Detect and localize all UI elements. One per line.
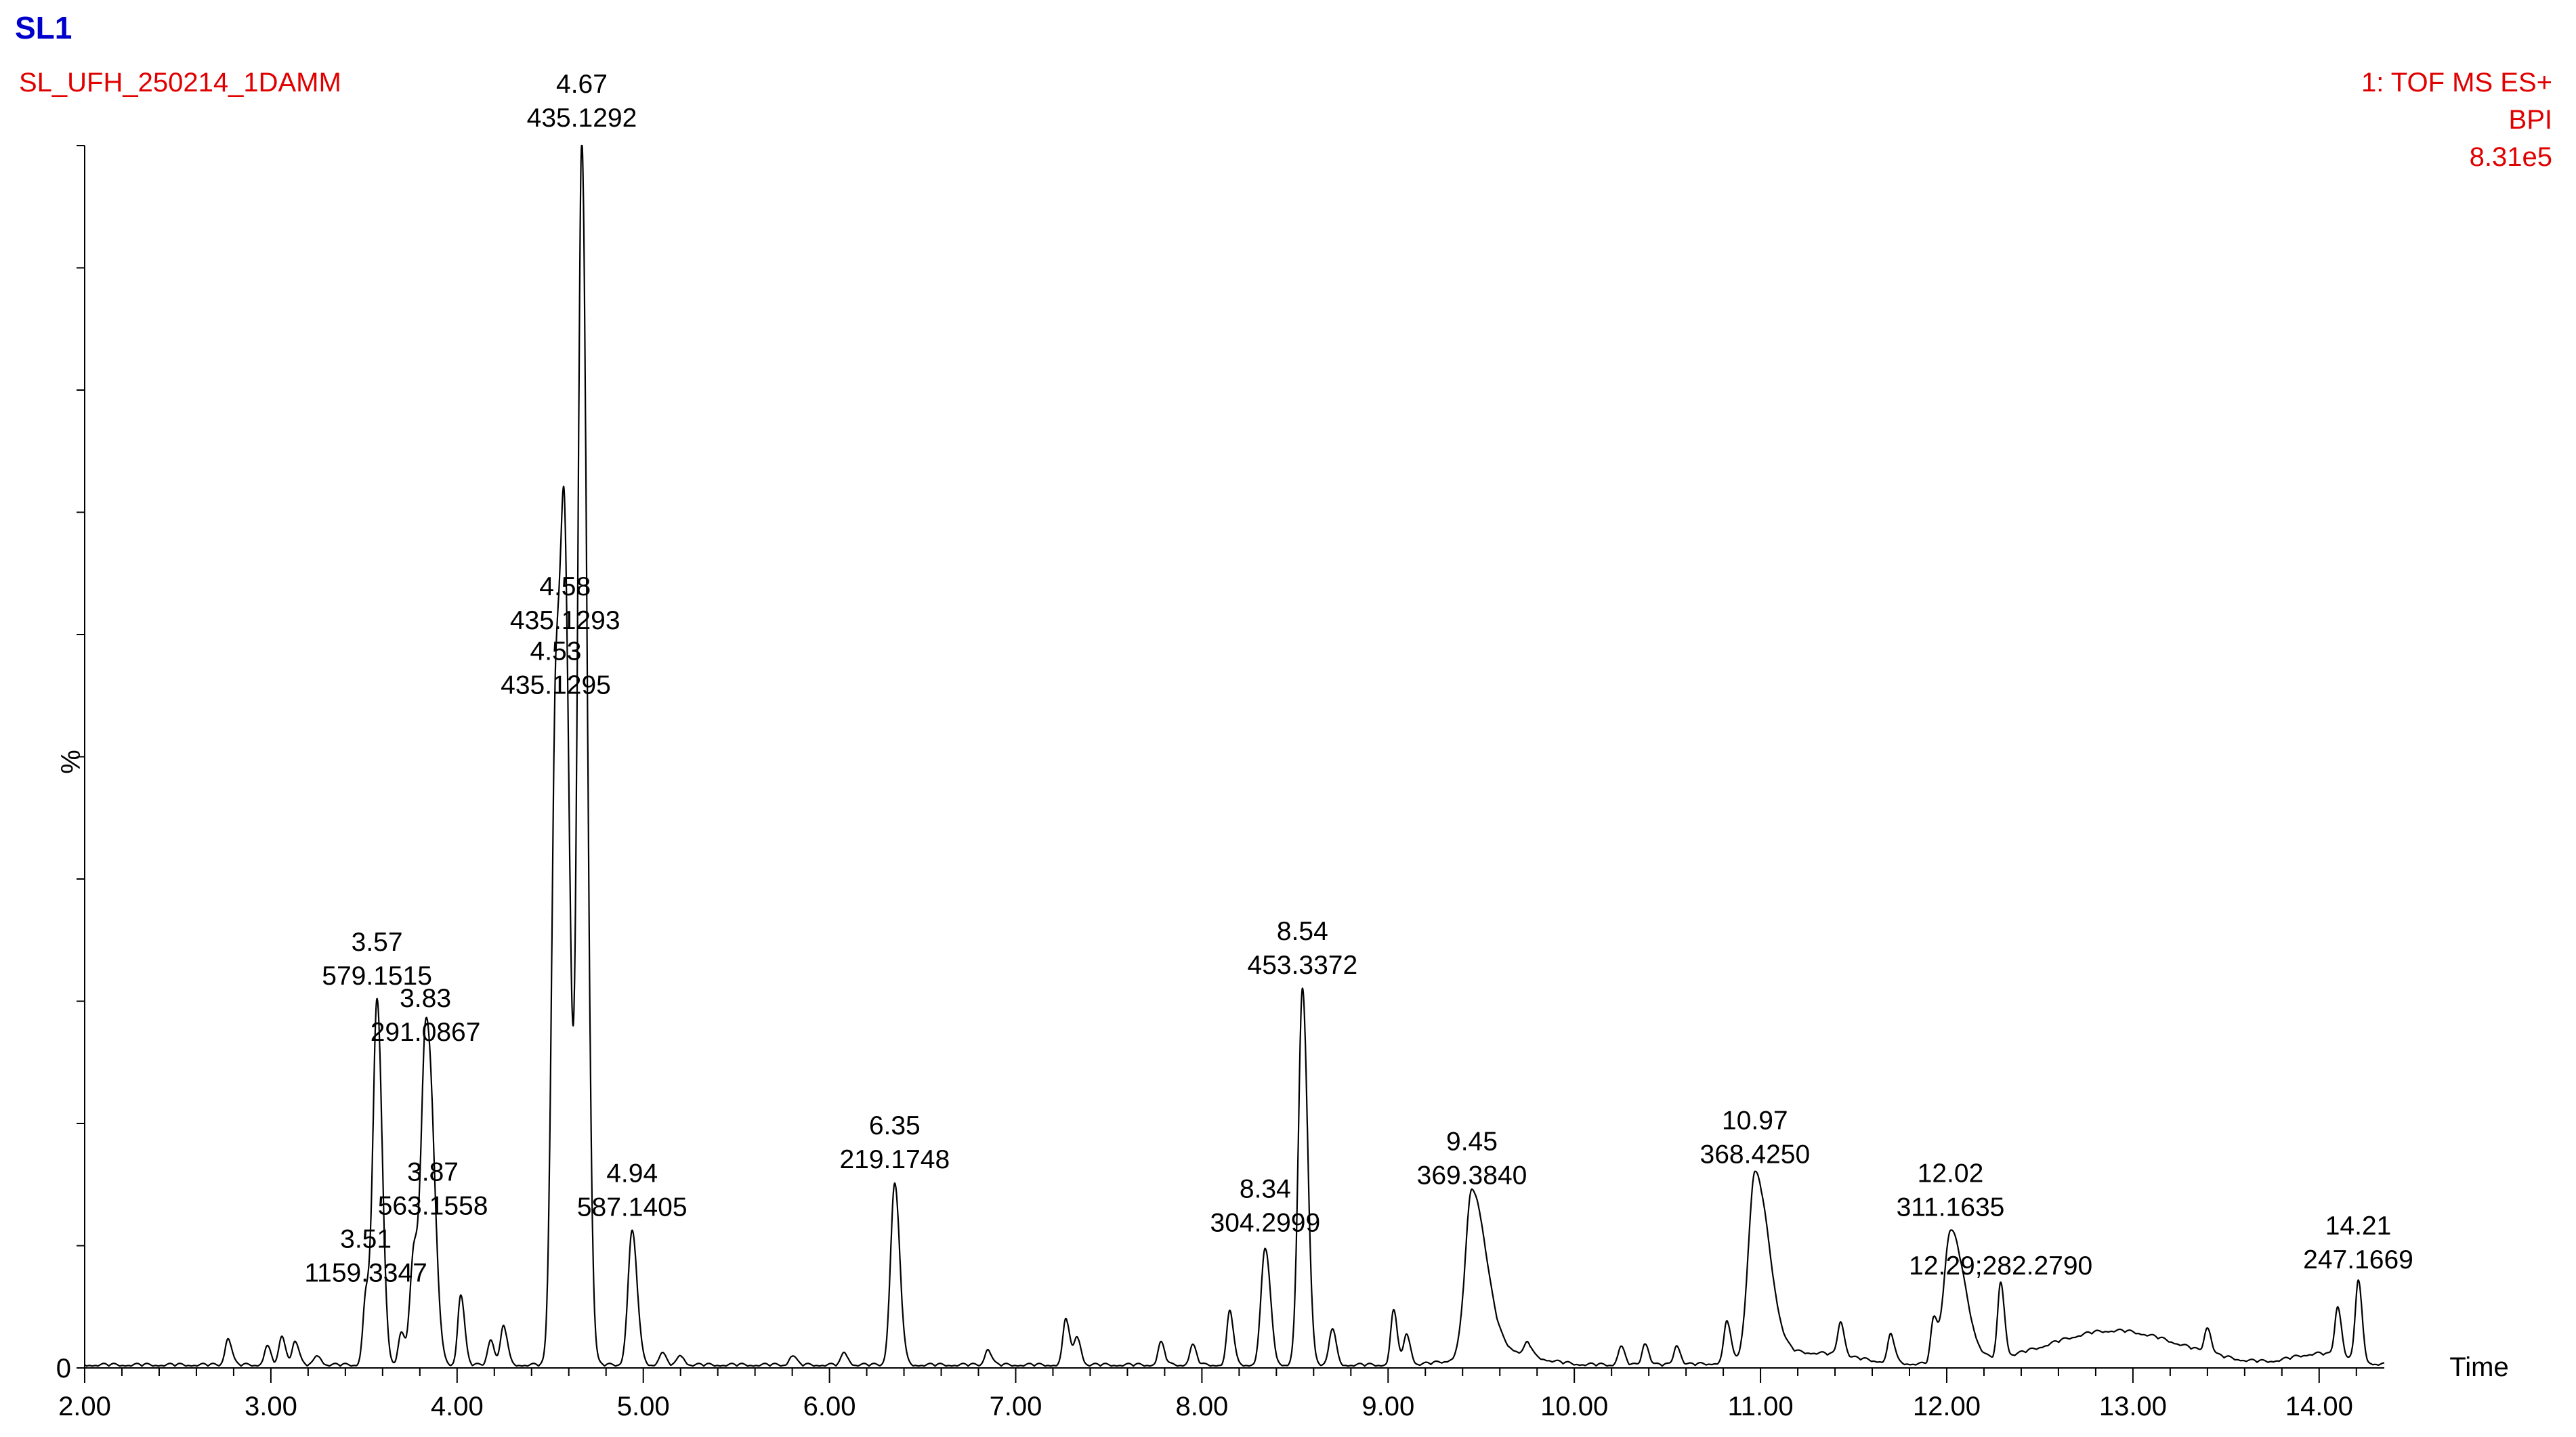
x-tick-label: 11.00 [1728, 1392, 1794, 1421]
peak-retention-time: 8.34 [1240, 1175, 1291, 1204]
peak-retention-time: 3.57 [352, 928, 403, 957]
bpi-trace-line [84, 144, 2385, 1367]
x-tick-label: 10.00 [1540, 1392, 1608, 1421]
peak-retention-time: 4.94 [606, 1159, 658, 1188]
peak-mass: 369.3840 [1417, 1161, 1527, 1190]
peak-mass: 311.1635 [1897, 1193, 2005, 1222]
sample-name: SL1 [15, 10, 72, 45]
peak-retention-time: 4.58 [539, 572, 591, 601]
x-tick-label: 3.00 [245, 1392, 297, 1421]
peak-annotation: 4.94 587.1405 [577, 1159, 688, 1222]
y-tick-label: 0 [56, 1354, 71, 1384]
peak-retention-time: 8.54 [1277, 917, 1328, 946]
peak-annotation: 4.67 435.1292 [527, 70, 637, 133]
peak-retention-time: 12.29;282.2790 [1909, 1251, 2092, 1281]
peak-mass: 563.1558 [378, 1191, 488, 1220]
peak-annotation: 8.54 453.3372 [1248, 917, 1358, 980]
peak-annotation: 12.29;282.2790 [1909, 1251, 2092, 1281]
peak-mass: 587.1405 [577, 1193, 688, 1222]
peak-annotation: 8.34 304.2999 [1210, 1175, 1321, 1238]
peak-retention-time: 4.67 [556, 70, 608, 99]
peak-retention-time: 6.35 [869, 1111, 921, 1140]
trace-type-label: BPI [2508, 105, 2552, 135]
peak-annotation: 4.58 435.1293 [510, 572, 620, 635]
peak-annotation: 4.53 435.1295 [501, 637, 611, 700]
peak-retention-time: 3.87 [407, 1157, 459, 1186]
scan-function-label: 1: TOF MS ES+ [2361, 68, 2552, 98]
peak-mass: 435.1292 [527, 104, 637, 133]
x-tick-label: 2.00 [58, 1392, 111, 1421]
x-tick-label: 12.00 [1913, 1392, 1981, 1421]
y-axis-label: % [56, 750, 86, 774]
peak-mass: 219.1748 [839, 1145, 950, 1174]
file-name: SL_UFH_250214_1DAMM [19, 68, 341, 98]
peak-retention-time: 3.83 [400, 984, 451, 1013]
peak-annotation: 6.35 219.1748 [839, 1111, 950, 1174]
peak-mass: 435.1295 [501, 671, 611, 700]
peak-mass: 435.1293 [510, 606, 620, 635]
peak-mass: 368.4250 [1700, 1140, 1811, 1170]
peak-retention-time: 9.45 [1446, 1127, 1498, 1156]
trace-layer [84, 144, 2385, 1367]
peak-annotation: 3.57 579.1515 [322, 928, 432, 991]
x-tick-label: 14.00 [2285, 1392, 2353, 1421]
peak-annotation: 3.87 563.1558 [378, 1157, 488, 1220]
peak-retention-time: 14.21 [2325, 1211, 2392, 1241]
peak-labels-layer: 3.511159.33473.57579.15153.83291.08673.8… [304, 70, 2413, 1288]
peak-mass: 579.1515 [322, 962, 432, 991]
peak-annotation: 10.97 368.4250 [1700, 1107, 1811, 1170]
peak-mass: 304.2999 [1210, 1209, 1321, 1238]
peak-retention-time: 4.53 [530, 637, 582, 666]
peak-mass: 453.3372 [1248, 951, 1358, 980]
x-tick-label: 4.00 [431, 1392, 484, 1421]
peak-mass: 247.1669 [2303, 1245, 2413, 1274]
peak-annotation: 9.45 369.3840 [1417, 1127, 1527, 1190]
x-tick-label: 7.00 [990, 1392, 1042, 1421]
peak-annotation: 12.02 311.1635 [1897, 1159, 2005, 1222]
x-tick-label: 5.00 [617, 1392, 670, 1421]
x-axis-label: Time [2449, 1352, 2508, 1382]
peak-annotation: 14.21 247.1669 [2303, 1211, 2413, 1274]
peak-retention-time: 10.97 [1722, 1107, 1788, 1136]
peak-annotation: 3.83 291.0867 [371, 984, 481, 1047]
peak-annotation: 3.51 1159.3347 [304, 1225, 427, 1288]
peak-mass: 291.0867 [371, 1018, 481, 1047]
x-tick-label: 6.00 [803, 1392, 856, 1421]
x-tick-label: 9.00 [1361, 1392, 1414, 1421]
peak-retention-time: 3.51 [340, 1225, 392, 1254]
max-intensity-label: 8.31e5 [2469, 142, 2552, 172]
peak-retention-time: 12.02 [1918, 1159, 1984, 1188]
x-tick-label: 8.00 [1175, 1392, 1228, 1421]
chart-axes: 0% 2.00 3.00 4.00 5.00 6.00 7.00 8.00 9.00 10.00 1… [56, 145, 2509, 1421]
peak-mass: 1159.3347 [304, 1259, 427, 1288]
x-tick-label: 13.00 [2099, 1392, 2167, 1421]
